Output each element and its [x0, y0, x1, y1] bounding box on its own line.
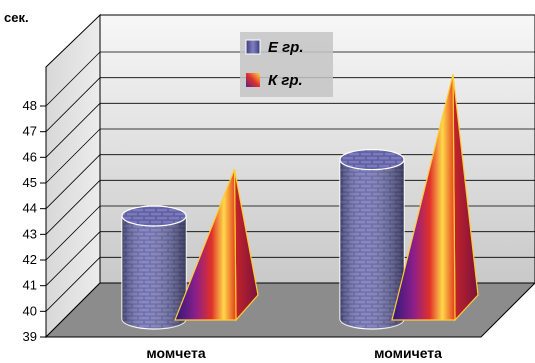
y-tick-label: 47 — [23, 124, 37, 139]
y-tick-label: 40 — [23, 303, 37, 318]
gridline-side — [45, 154, 101, 209]
gridline-side — [45, 128, 101, 184]
y-tick-label: 45 — [23, 175, 37, 190]
y-tick-label: 43 — [23, 226, 37, 241]
y-axis-unit-label: сек. — [4, 10, 29, 25]
gridline-side — [45, 103, 101, 158]
y-tick-label: 48 — [23, 98, 37, 113]
bar-cylinder-0 — [121, 205, 187, 330]
chart-side-wall — [45, 13, 101, 339]
legend-cylinder-icon — [245, 39, 261, 55]
gridline-side — [45, 77, 101, 132]
bar-pyramid-0 — [174, 169, 259, 322]
y-axis-ticks: 39 40 41 42 43 44 45 46 47 48 — [23, 98, 46, 344]
gridline-side — [45, 205, 101, 261]
legend-item-k: К гр. — [246, 72, 303, 89]
y-tick-label: 39 — [23, 329, 37, 344]
category-label-1: момичета — [374, 345, 442, 361]
gridline-side — [45, 180, 101, 235]
legend-label-k: К гр. — [268, 72, 303, 89]
chart-marks — [121, 74, 479, 330]
legend-pyramid-icon — [246, 73, 260, 87]
y-tick-label: 46 — [23, 149, 37, 164]
gridline-side — [45, 51, 101, 107]
y-tick-label: 41 — [23, 278, 37, 293]
y-tick-label: 44 — [23, 201, 37, 216]
legend-label-e: Е гр. — [268, 39, 304, 56]
gridline-side — [45, 257, 101, 312]
bar-cylinder-1 — [339, 148, 405, 330]
gridline-side — [45, 231, 101, 286]
category-label-0: момчета — [146, 345, 205, 361]
bar-pyramid-1 — [391, 74, 479, 322]
y-tick-label: 42 — [23, 252, 37, 267]
legend-item-e: Е гр. — [245, 39, 304, 56]
legend: Е гр. К гр. — [240, 32, 333, 97]
